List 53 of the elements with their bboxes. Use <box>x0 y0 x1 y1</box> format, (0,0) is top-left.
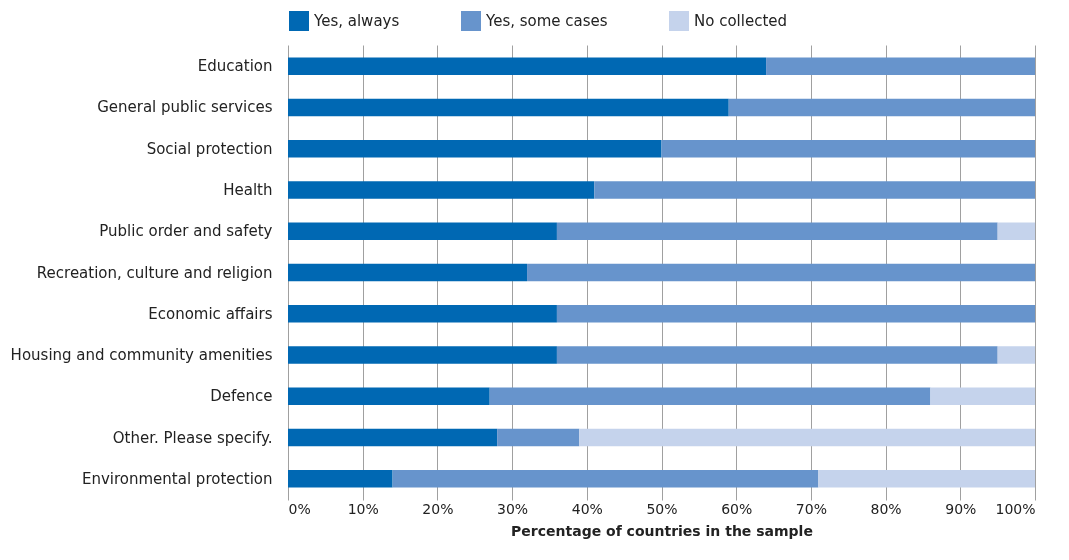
bar <box>556 346 998 364</box>
y-tick-label: Environmental protection <box>81 469 273 488</box>
legend-label: Yes, always <box>313 12 400 30</box>
bar <box>527 263 1035 282</box>
bar <box>728 98 1035 117</box>
bar <box>997 222 1035 241</box>
bar <box>288 98 729 117</box>
bar <box>392 469 819 488</box>
bar <box>997 346 1035 364</box>
bar <box>288 469 393 488</box>
bar <box>288 304 557 323</box>
x-tick-label: 80% <box>870 500 902 517</box>
bar <box>288 387 490 406</box>
bar <box>579 428 1035 447</box>
x-tick-label: 30% <box>497 500 529 517</box>
bar <box>288 181 595 199</box>
y-tick-label: General public services <box>97 98 273 117</box>
x-tick-label: 70% <box>795 500 827 517</box>
x-tick-label: 40% <box>571 500 603 517</box>
legend-label: Yes, some cases <box>485 12 608 30</box>
x-tick-label: 60% <box>721 500 753 517</box>
bar <box>288 428 498 447</box>
y-tick-label: Education <box>197 57 273 76</box>
bar <box>930 387 1035 406</box>
x-tick-label: 10% <box>347 500 379 517</box>
x-axis-title: Percentage of countries in the sample <box>511 522 813 539</box>
bar <box>818 469 1035 488</box>
bar <box>594 181 1035 199</box>
x-tick-label: 50% <box>646 500 678 517</box>
y-tick-label: Social protection <box>146 139 273 158</box>
y-tick-label: Housing and community amenities <box>10 346 273 364</box>
bar <box>556 304 1035 323</box>
x-tick-label: 0% <box>288 500 311 517</box>
bar <box>661 139 1035 158</box>
y-tick-label: Public order and safety <box>99 222 273 241</box>
bar <box>497 428 580 447</box>
y-tick-label: Health <box>223 181 273 199</box>
x-tick-label: 20% <box>422 500 454 517</box>
x-tick-label: 90% <box>945 500 977 517</box>
x-tick-label: 100% <box>995 500 1036 517</box>
legend-label: No collected <box>694 12 788 30</box>
y-tick-label: Economic affairs <box>148 304 273 323</box>
bar <box>489 387 931 406</box>
y-tick-label: Recreation, culture and religion <box>36 263 273 282</box>
bar <box>288 346 557 364</box>
bar <box>556 222 998 241</box>
y-tick-label: Other. Please specify. <box>112 428 273 447</box>
bar <box>288 139 662 158</box>
bar <box>288 222 557 241</box>
y-tick-label: Defence <box>210 387 273 406</box>
bar <box>766 57 1035 76</box>
bar <box>288 57 767 76</box>
bar <box>288 263 528 282</box>
